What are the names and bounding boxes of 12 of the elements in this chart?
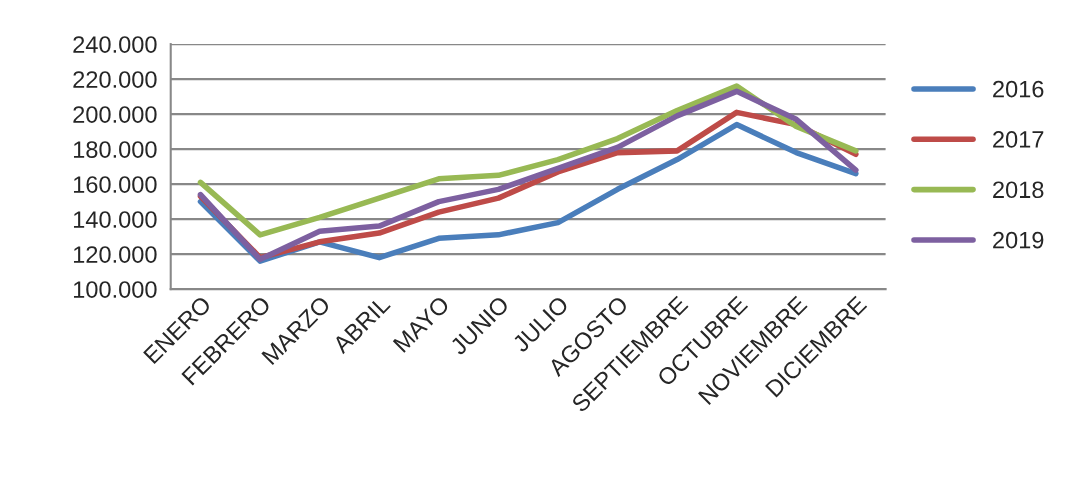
legend-label: 2016 xyxy=(993,80,1044,98)
y-tick-label: 100.000 xyxy=(73,281,157,298)
legend-label: 2018 xyxy=(993,181,1044,199)
legend-label: 2019 xyxy=(993,231,1044,249)
legend-label: 2017 xyxy=(993,131,1044,148)
y-tick-label: 240.000 xyxy=(73,36,157,53)
y-tick-label: 220.000 xyxy=(73,71,157,88)
y-tick-label: 160.000 xyxy=(73,176,157,193)
y-tick-label: 180.000 xyxy=(73,141,157,158)
y-tick-label: 200.000 xyxy=(73,106,157,123)
y-tick-label: 120.000 xyxy=(73,246,157,263)
y-tick-label: 140.000 xyxy=(73,211,157,228)
